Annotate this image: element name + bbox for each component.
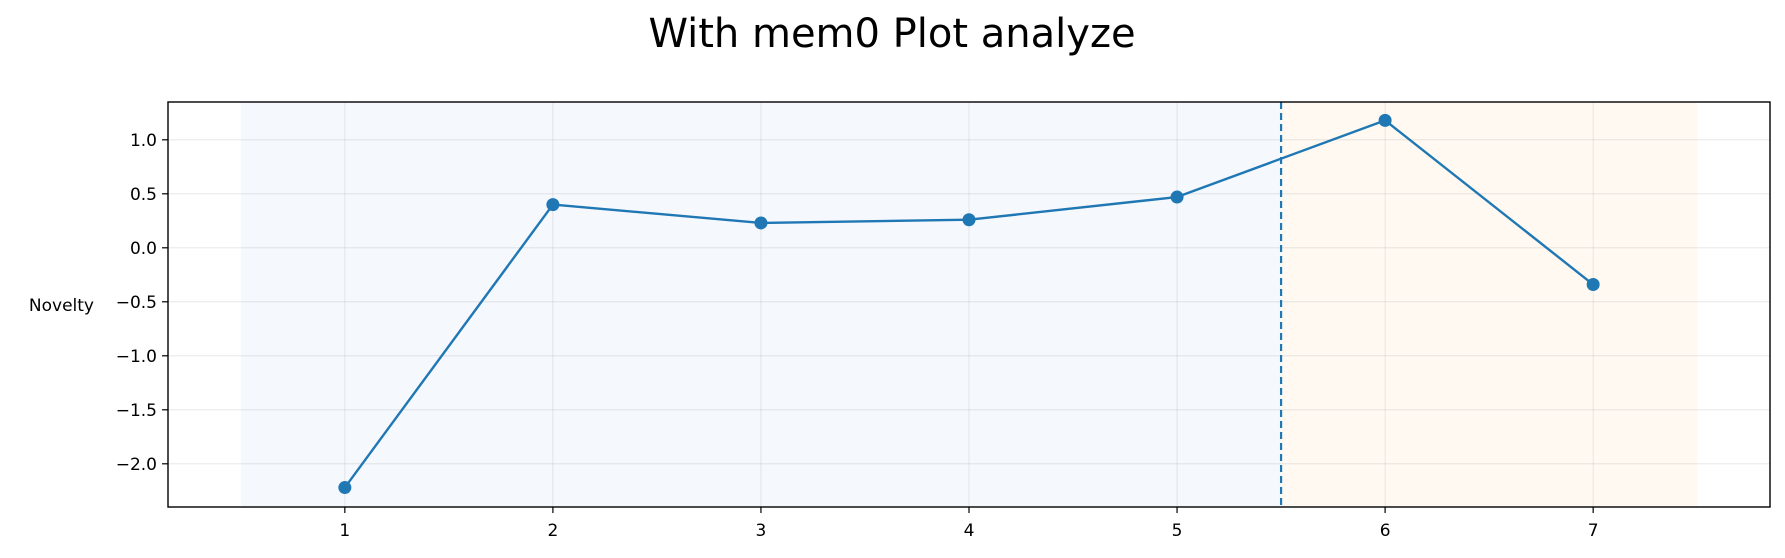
data-point-3 xyxy=(754,216,768,230)
grid-lines xyxy=(168,102,1770,507)
shaded-region-1 xyxy=(240,102,1282,507)
y-tick-label-6: −1.5 xyxy=(116,401,157,421)
x-tick-label-3: 3 xyxy=(756,521,767,541)
y-tick-label-1: 1.0 xyxy=(130,131,157,151)
data-point-2 xyxy=(546,198,560,212)
y-axis: 1.0 0.5 0.0 −0.5 −1.0 −1.5 −2.0 xyxy=(116,131,168,475)
x-tick-label-7: 7 xyxy=(1588,521,1599,541)
y-tick-label-3: 0.0 xyxy=(130,239,157,259)
series-group xyxy=(338,113,1600,495)
x-tick-label-1: 1 xyxy=(339,521,350,541)
x-tick-label-6: 6 xyxy=(1380,521,1391,541)
y-tick-label-5: −1.0 xyxy=(116,347,157,367)
data-point-4 xyxy=(962,213,976,227)
y-axis-label: Novelty xyxy=(29,296,94,316)
y-tick-label-7: −2.0 xyxy=(116,455,157,475)
chart-title: With mem0 Plot analyze xyxy=(648,11,1135,57)
shaded-region-2 xyxy=(1281,102,1698,507)
x-tick-label-5: 5 xyxy=(1172,521,1183,541)
x-tick-label-2: 2 xyxy=(547,521,558,541)
data-point-6 xyxy=(1378,113,1392,127)
data-point-5 xyxy=(1170,190,1184,204)
data-point-7 xyxy=(1586,278,1600,292)
data-point-1 xyxy=(338,481,352,495)
x-axis: 1 2 3 4 5 6 7 xyxy=(339,507,1599,541)
y-tick-label-2: 0.5 xyxy=(130,185,157,205)
shaded-regions xyxy=(240,102,1698,507)
y-tick-label-4: −0.5 xyxy=(116,293,157,313)
x-tick-label-4: 4 xyxy=(964,521,975,541)
